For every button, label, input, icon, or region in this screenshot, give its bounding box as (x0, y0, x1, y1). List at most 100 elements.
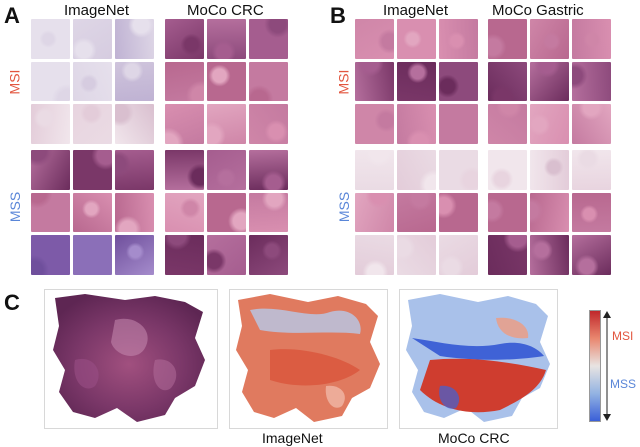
tissue-tile (572, 61, 611, 102)
tissue-tile (488, 235, 527, 275)
tissue-tile (165, 61, 204, 102)
tissue-tile (249, 19, 288, 59)
wsi-thumbnail (44, 289, 218, 429)
tissue-tile (165, 192, 204, 233)
tissue-tile (115, 19, 154, 59)
tissue-tile (439, 104, 478, 144)
tissue-tile (207, 192, 246, 233)
tissue-tile (249, 104, 288, 144)
panel-a-row-label-msi: MSI (6, 69, 23, 95)
panel-a-col-title-imagenet: ImageNet (64, 2, 130, 19)
tissue-tile (73, 192, 112, 233)
tissue-tile (397, 150, 436, 190)
moco-crc-heatmap (399, 289, 558, 429)
tissue-tile (530, 61, 569, 102)
moco-crc-heatmap-image (406, 294, 550, 422)
tissue-tile (207, 104, 246, 144)
tissue-tile (31, 150, 70, 190)
colorbar-arrow-icon (603, 311, 611, 421)
panel-b-col-title-imagenet: ImageNet (383, 2, 449, 19)
tissue-tile (165, 104, 204, 144)
tissue-tile (165, 235, 204, 275)
tissue-tile (249, 192, 288, 233)
tissue-tile (249, 61, 288, 102)
tissue-tile (249, 235, 288, 275)
panel-a-imagenet-msi-grid (31, 19, 154, 144)
tissue-tile (31, 104, 70, 144)
tissue-tile (165, 19, 204, 59)
tissue-tile (31, 192, 70, 233)
tissue-tile (31, 19, 70, 59)
tissue-tile (439, 150, 478, 190)
tissue-tile (572, 150, 611, 190)
tissue-tile (530, 150, 569, 190)
tissue-tile (439, 192, 478, 233)
panel-a-moco-mss-grid (165, 150, 288, 275)
panel-b-row-label-mss: MSS (336, 191, 353, 223)
tissue-tile (572, 19, 611, 59)
tissue-tile (207, 61, 246, 102)
tissue-tile (572, 104, 611, 144)
tissue-tile (73, 235, 112, 275)
caption-imagenet: ImageNet (262, 430, 323, 446)
panel-a-moco-msi-grid (165, 19, 288, 144)
imagenet-heatmap (229, 289, 388, 429)
tissue-tile (397, 61, 436, 102)
imagenet-heatmap-image (236, 294, 380, 422)
tissue-tile (530, 235, 569, 275)
tissue-tile (530, 104, 569, 144)
tissue-tile (488, 104, 527, 144)
tissue-tile (115, 61, 154, 102)
tissue-tile (355, 61, 394, 102)
colorbar-label-mss: MSS (610, 377, 637, 391)
tissue-tile (249, 150, 288, 190)
tissue-tile (73, 104, 112, 144)
tissue-tile (488, 192, 527, 233)
panel-b-moco-msi-grid (488, 19, 611, 144)
colorbar-label-msi: MSI (612, 329, 634, 343)
tissue-tile (397, 19, 436, 59)
tissue-tile (73, 61, 112, 102)
tissue-tile (31, 61, 70, 102)
tissue-tile (530, 19, 569, 59)
panel-a-col-title-moco: MoCo CRC (187, 2, 264, 19)
tissue-tile (439, 19, 478, 59)
tissue-tile (355, 235, 394, 275)
caption-moco-crc: MoCo CRC (438, 430, 510, 446)
tissue-tile (115, 235, 154, 275)
panel-a-row-label-mss: MSS (7, 191, 24, 223)
tissue-tile (355, 104, 394, 144)
tissue-tile (397, 104, 436, 144)
panel-b-moco-mss-grid (488, 150, 611, 275)
tissue-tile (73, 19, 112, 59)
tissue-tile (488, 19, 527, 59)
tissue-tile (439, 61, 478, 102)
panel-c-letter: C (4, 290, 20, 315)
wsi-tissue-image (53, 294, 205, 422)
tissue-tile (397, 192, 436, 233)
tissue-tile (397, 235, 436, 275)
panel-b-imagenet-mss-grid (355, 150, 478, 275)
tissue-tile (572, 192, 611, 233)
tissue-tile (207, 150, 246, 190)
tissue-tile (530, 192, 569, 233)
tissue-tile (115, 104, 154, 144)
tissue-tile (115, 192, 154, 233)
tissue-tile (165, 150, 204, 190)
tissue-tile (31, 235, 70, 275)
panel-a-imagenet-mss-grid (31, 150, 154, 275)
tissue-tile (439, 235, 478, 275)
tissue-tile (73, 150, 112, 190)
colorbar (589, 310, 601, 422)
tissue-tile (115, 150, 154, 190)
tissue-tile (572, 235, 611, 275)
tissue-tile (207, 19, 246, 59)
panel-a-letter: A (4, 3, 20, 28)
panel-b-letter: B (330, 3, 346, 28)
tissue-tile (355, 19, 394, 59)
tissue-tile (355, 192, 394, 233)
panel-b-col-title-moco: MoCo Gastric (492, 2, 584, 19)
panel-b-imagenet-msi-grid (355, 19, 478, 144)
tissue-tile (355, 150, 394, 190)
panel-b-row-label-msi: MSI (335, 69, 352, 95)
